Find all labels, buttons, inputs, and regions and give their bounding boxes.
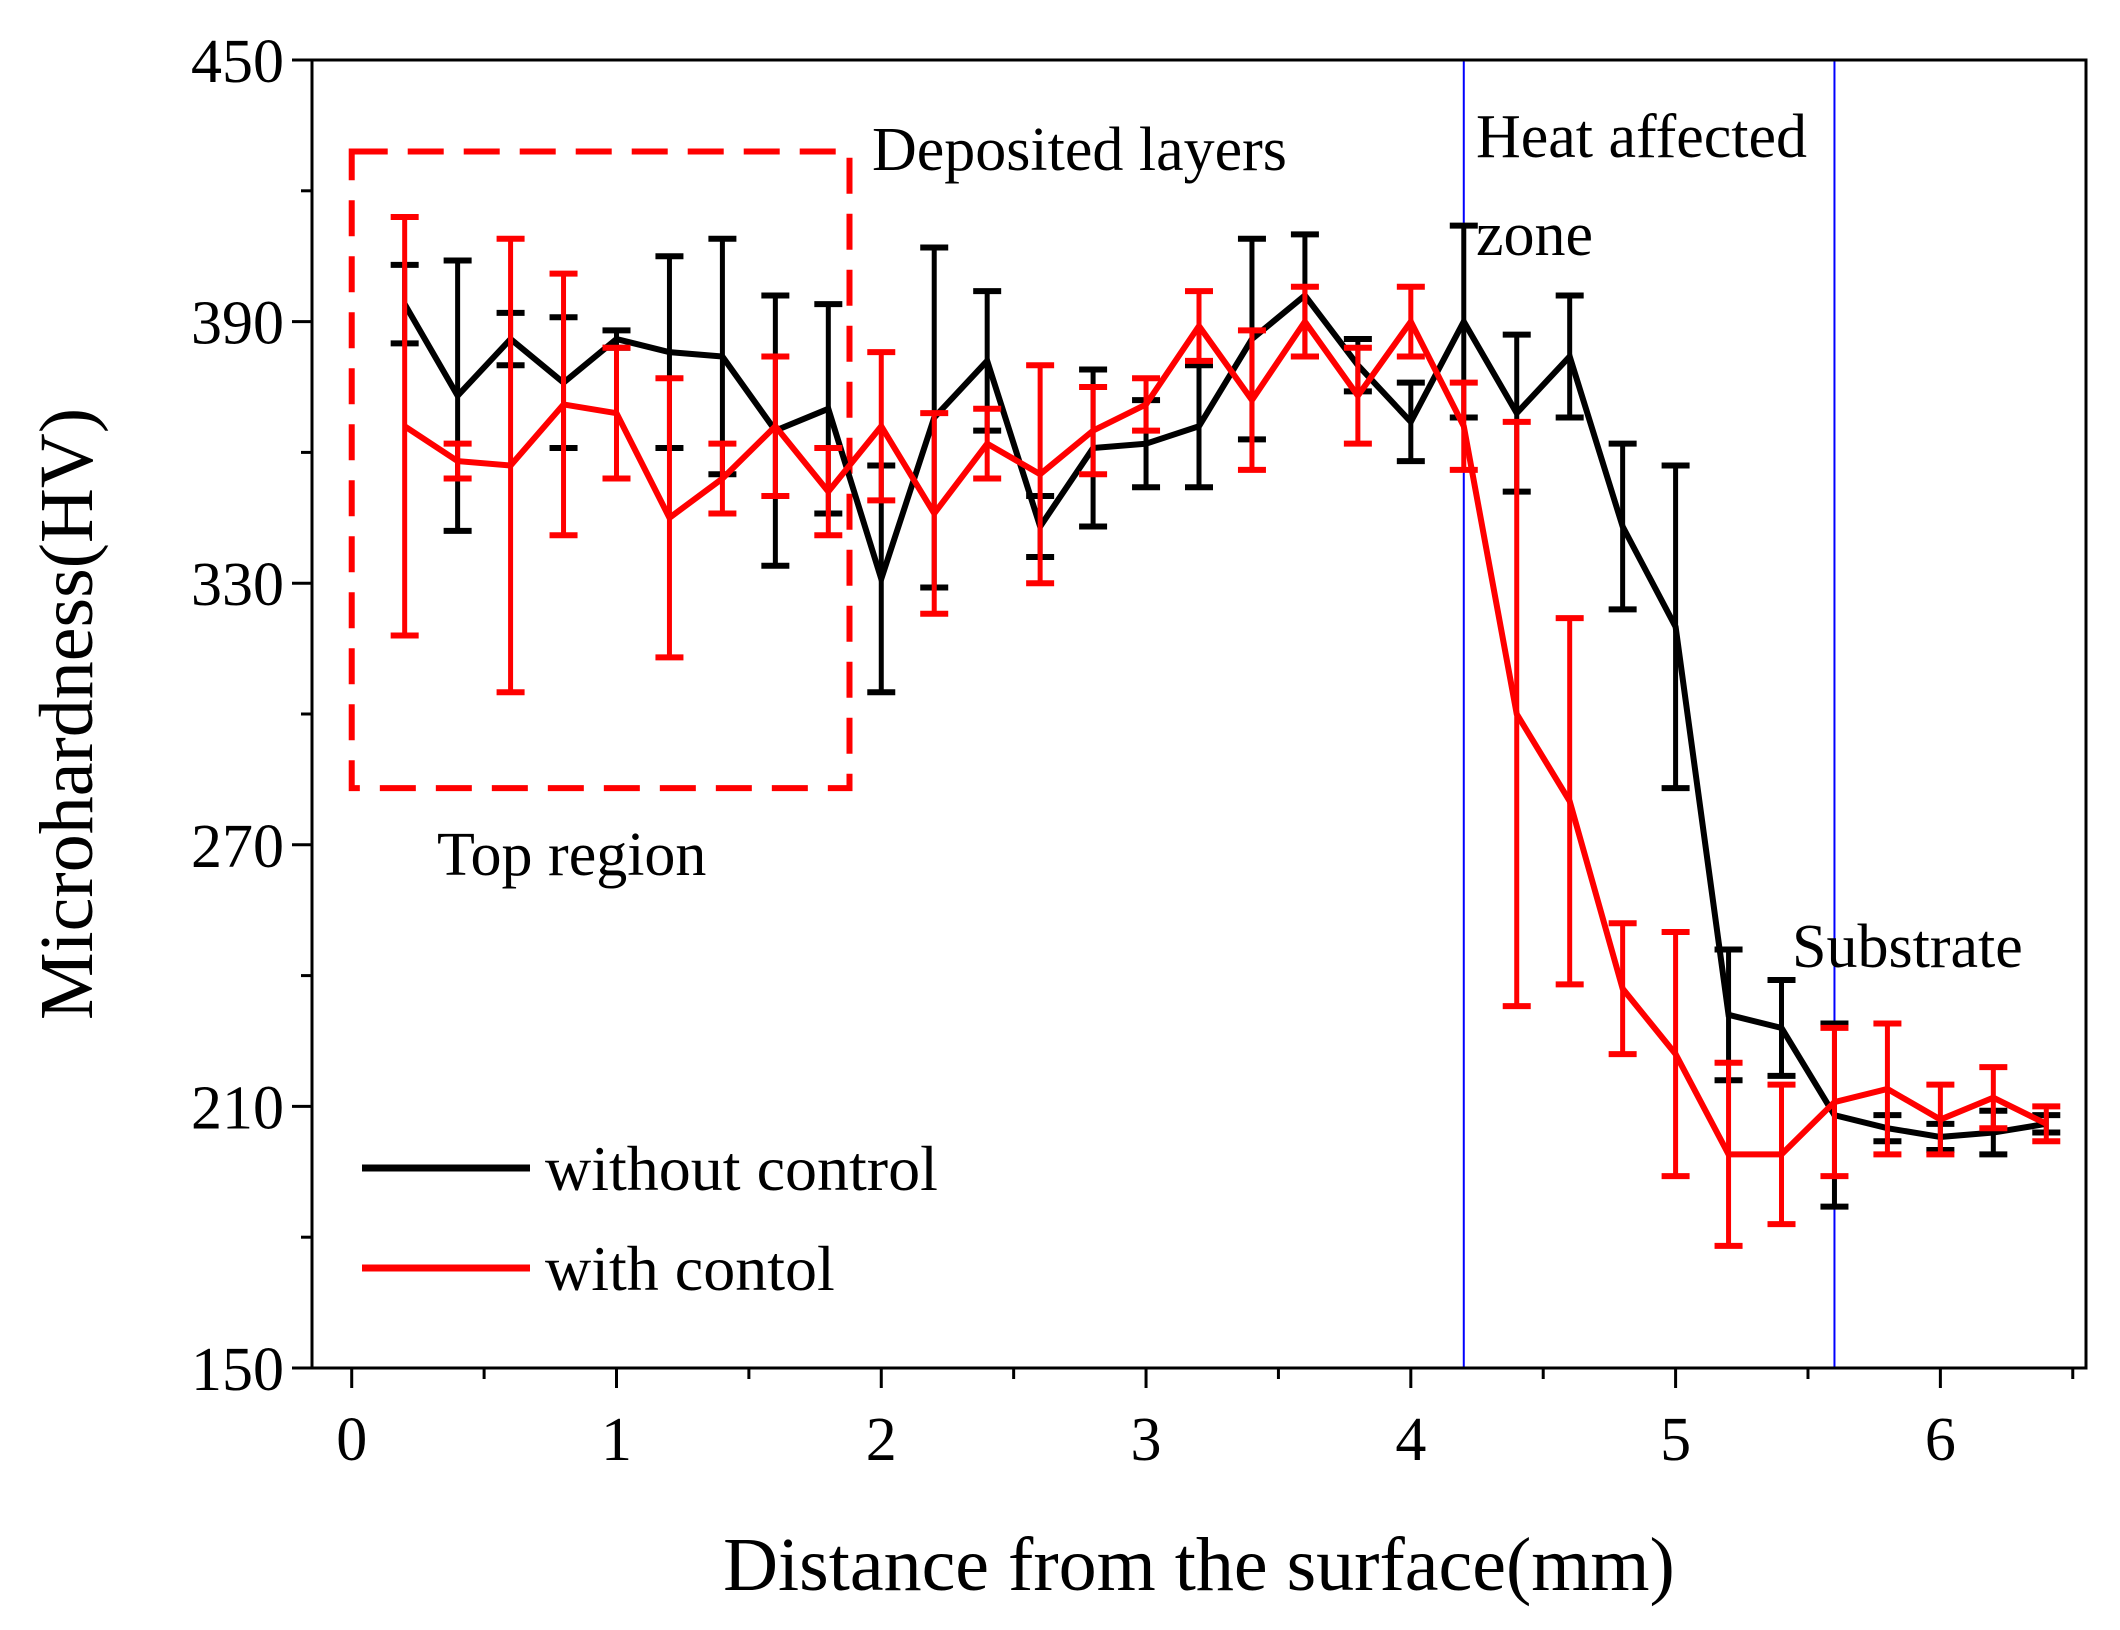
legend: without control with contol	[362, 1133, 938, 1304]
series-without-control	[390, 222, 2061, 1210]
annotation-deposited-layers: Deposited layers	[872, 116, 1287, 184]
y-tick-label: 330	[191, 551, 284, 619]
x-tick-label: 1	[601, 1406, 632, 1474]
error-bars	[390, 213, 2061, 1249]
legend-label-without-control: without control	[545, 1133, 938, 1204]
y-tick-label: 270	[191, 813, 284, 881]
y-tick-label: 450	[191, 28, 284, 96]
y-tick-label: 390	[191, 290, 284, 358]
y-tick-label: 210	[191, 1074, 284, 1142]
legend-label-with-control: with contol	[545, 1233, 835, 1304]
annotation-zone: zone	[1476, 201, 1593, 269]
series-line	[402, 291, 2047, 1140]
x-tick-label: 6	[1925, 1406, 1956, 1474]
x-tick-label: 5	[1660, 1406, 1691, 1474]
x-axis-title: Distance from the surface(mm)	[723, 1523, 1675, 1607]
ticks: 0 1 2 3 4 5 6 150 210 270 330 390 450	[191, 28, 2075, 1474]
series-with-control	[390, 213, 2061, 1249]
x-tick-label: 0	[336, 1406, 367, 1474]
y-tick-label: 150	[191, 1336, 284, 1404]
x-tick-label: 3	[1131, 1406, 1162, 1474]
annotation-top-region: Top region	[437, 821, 706, 889]
y-axis-title: Microhardness(HV)	[25, 408, 109, 1020]
x-tick-label: 2	[866, 1406, 897, 1474]
x-tick-label: 4	[1395, 1406, 1426, 1474]
annotation-heat-affected: Heat affected	[1476, 103, 1807, 171]
series-line	[403, 315, 2048, 1158]
series-layer	[390, 213, 2061, 1249]
error-bars	[390, 222, 2061, 1210]
annotation-substrate: Substrate	[1792, 913, 2023, 981]
